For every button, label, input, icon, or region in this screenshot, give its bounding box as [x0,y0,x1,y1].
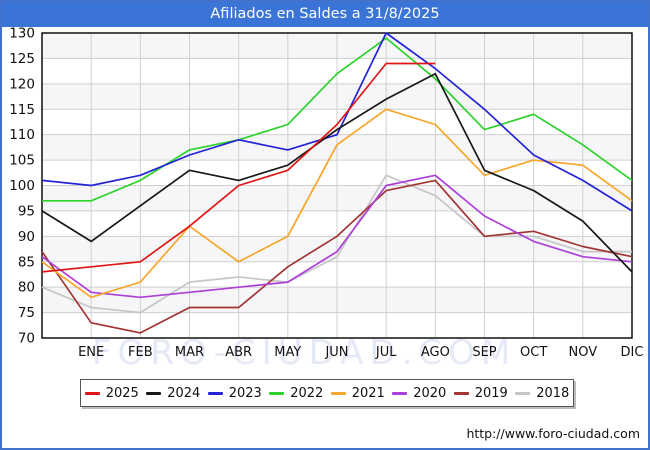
legend-item-2020: 2020 [392,386,446,401]
legend-item-2021: 2021 [330,385,385,401]
legend-label: 2023 [228,385,262,401]
legend-line-marker [392,391,408,395]
x-tick-label: ABR [225,345,252,360]
x-tick-label: MAR [175,345,204,360]
y-tick-label: 105 [9,153,35,169]
watermark: FORO-CIUDAD.COM [92,333,517,373]
legend-item-2019: 2019 [453,385,508,401]
plot-frame [41,32,633,339]
x-tick-label: SEP [472,345,496,360]
y-tick-label: 100 [9,178,35,194]
footer-link[interactable]: http://www.foro-ciudad.com [466,426,640,441]
legend-label: 2022 [290,385,324,401]
series-line-2021 [41,108,633,299]
series-line-2025 [41,62,436,273]
y-tick-label: 70 [18,331,35,347]
y-tick-label: 130 [9,27,35,42]
x-tick-label: DIC [621,345,644,360]
legend-line-marker [207,391,223,395]
legend-label: 2024 [167,385,201,401]
y-tick-label: 85 [18,254,35,270]
chart-legend: 2025 2024 2023 2022 2021 2020 2019 2018 [80,379,574,407]
series-line-2022 [42,37,633,202]
series-line-2024 [41,72,633,273]
legend-item-2025: 2025 [84,385,139,401]
y-tick-label: 115 [9,102,35,118]
y-tick-label: 75 [18,305,35,321]
line-chart-canvas: 130 125 120 115 110 105 100 95 90 85 80 75 70 ENE FEB M… [9,27,644,360]
legend-line-marker [453,391,469,395]
series-line-2019 [41,179,633,334]
legend-item-2023: 2023 [207,385,262,401]
legend-label: 2019 [474,385,508,401]
series-line-2023 [41,32,633,212]
legend-line-marker [330,391,346,395]
y-tick-label: 125 [9,51,35,67]
legend-item-2024: 2024 [146,386,200,401]
series-line-2020 [41,174,633,299]
legend-label: 2018 [536,385,570,401]
x-tick-label: ENE [78,345,104,360]
page-title: Afiliados en Saldes a 31/8/2025 [2,2,648,27]
y-tick-label: 95 [18,203,35,219]
x-tick-label: MAY [274,345,301,360]
x-tick-label: JUL [375,345,397,360]
y-tick-label: 90 [18,229,35,245]
x-tick-label: OCT [520,345,547,360]
series-line-2018 [41,174,632,314]
y-tick-label: 80 [18,280,35,296]
legend-label: 2021 [351,385,385,401]
x-tick-label: JUN [324,345,348,360]
legend-line-marker [146,391,162,395]
legend-line-marker [269,391,285,395]
legend-line-marker [84,391,100,395]
legend-label: 2025 [105,385,139,401]
legend-line-marker [515,391,531,395]
legend-item-2018: 2018 [515,386,569,401]
x-tick-label: FEB [128,345,153,360]
x-tick-label: NOV [569,345,598,360]
legend-label: 2020 [413,385,447,401]
x-tick-label: AGO [421,345,450,360]
y-tick-label: 110 [9,127,35,143]
y-tick-label: 120 [9,76,35,92]
legend-item-2022: 2022 [269,386,323,401]
